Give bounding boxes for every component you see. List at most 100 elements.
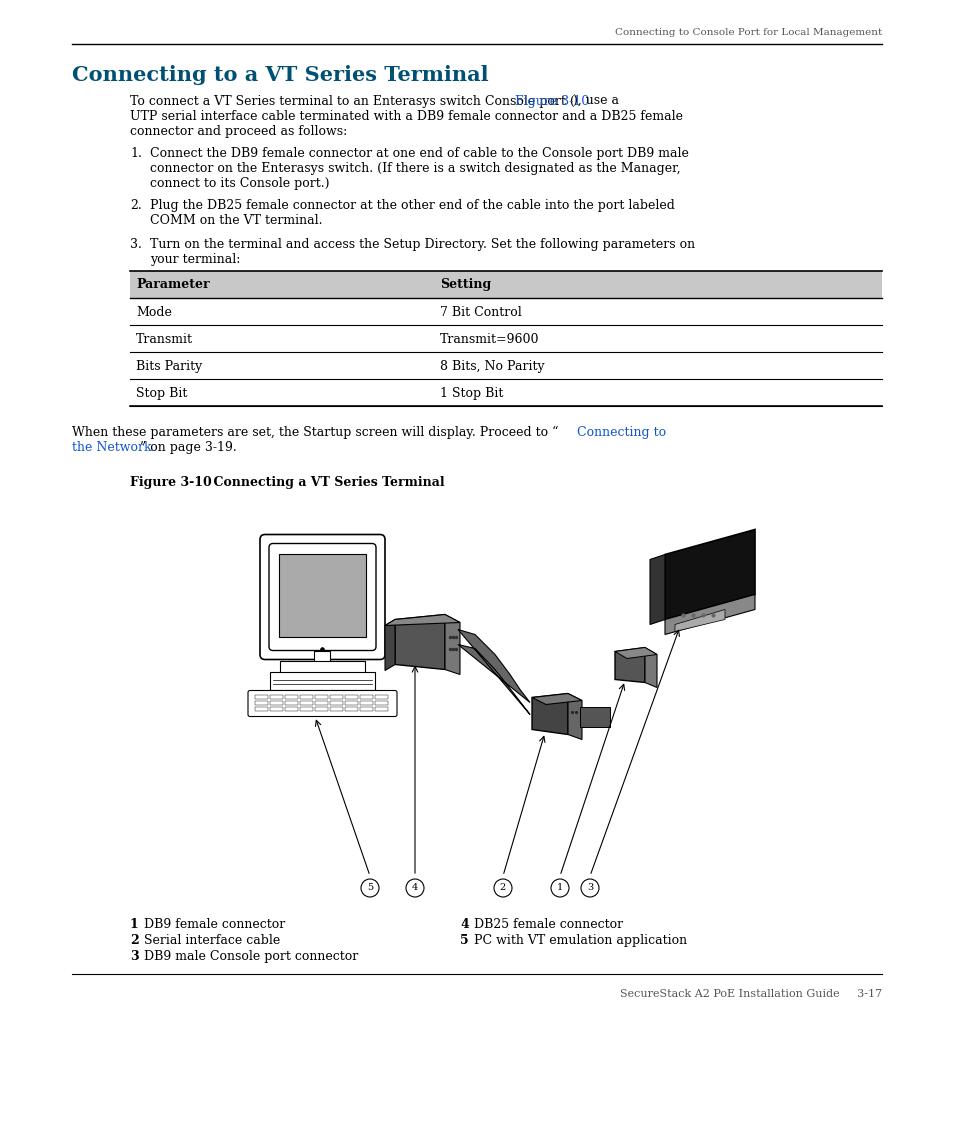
- Bar: [359, 694, 373, 699]
- Text: ), use a: ), use a: [573, 95, 618, 108]
- Text: To connect a VT Series terminal to an Enterasys switch Console port (: To connect a VT Series terminal to an En…: [130, 95, 575, 108]
- Text: the Network: the Network: [71, 441, 152, 454]
- Text: Transmit: Transmit: [136, 334, 193, 346]
- Polygon shape: [532, 694, 567, 734]
- Bar: [314, 701, 328, 704]
- Circle shape: [580, 879, 598, 897]
- Text: When these parameters are set, the Startup screen will display. Proceed to “: When these parameters are set, the Start…: [71, 426, 558, 439]
- Text: DB9 female connector: DB9 female connector: [144, 917, 285, 931]
- Text: 2: 2: [130, 934, 138, 947]
- Text: 5: 5: [367, 884, 373, 893]
- Text: Transmit=9600: Transmit=9600: [439, 334, 539, 346]
- Text: Figure 3-10: Figure 3-10: [130, 476, 212, 489]
- Polygon shape: [567, 694, 581, 740]
- Text: DB25 female connector: DB25 female connector: [474, 917, 622, 931]
- Text: Stop Bit: Stop Bit: [136, 387, 187, 400]
- Text: 8 Bits, No Parity: 8 Bits, No Parity: [439, 360, 544, 373]
- Circle shape: [551, 879, 568, 897]
- Bar: [130, 271, 882, 298]
- Text: 7 Bit Control: 7 Bit Control: [439, 305, 521, 319]
- Text: connect to its Console port.): connect to its Console port.): [150, 177, 329, 190]
- Bar: [270, 701, 283, 704]
- Polygon shape: [444, 614, 459, 675]
- Text: ” on page 3-19.: ” on page 3-19.: [140, 441, 236, 454]
- Text: Connecting a VT Series Terminal: Connecting a VT Series Terminal: [195, 476, 444, 489]
- Circle shape: [494, 879, 512, 897]
- Bar: [330, 694, 343, 699]
- Bar: [299, 701, 313, 704]
- Bar: [375, 694, 388, 699]
- Bar: [270, 694, 283, 699]
- Text: 2.: 2.: [130, 199, 142, 212]
- Bar: [330, 701, 343, 704]
- Text: Serial interface cable: Serial interface cable: [144, 934, 280, 947]
- Text: Turn on the terminal and access the Setup Directory. Set the following parameter: Turn on the terminal and access the Setu…: [150, 238, 695, 252]
- Bar: [254, 706, 268, 711]
- Text: 1 Stop Bit: 1 Stop Bit: [439, 387, 503, 400]
- Text: COMM on the VT terminal.: COMM on the VT terminal.: [150, 214, 322, 227]
- Text: Figure 3-10: Figure 3-10: [515, 95, 589, 108]
- Text: Bits Parity: Bits Parity: [136, 360, 202, 373]
- Text: Setting: Setting: [439, 279, 491, 291]
- Text: UTP serial interface cable terminated with a DB9 female connector and a DB25 fem: UTP serial interface cable terminated wi…: [130, 110, 682, 124]
- Bar: [280, 660, 365, 673]
- Text: 4: 4: [459, 917, 468, 931]
- Polygon shape: [664, 594, 754, 634]
- Text: Plug the DB25 female connector at the other end of the cable into the port label: Plug the DB25 female connector at the ot…: [150, 199, 674, 212]
- Text: Connect the DB9 female connector at one end of cable to the Console port DB9 mal: Connect the DB9 female connector at one …: [150, 147, 688, 159]
- Bar: [254, 694, 268, 699]
- Bar: [345, 694, 357, 699]
- Text: Connecting to: Connecting to: [577, 426, 665, 439]
- Bar: [285, 701, 297, 704]
- FancyBboxPatch shape: [260, 535, 385, 659]
- Polygon shape: [649, 555, 664, 624]
- Bar: [314, 650, 330, 663]
- Bar: [254, 701, 268, 704]
- Text: Connecting to a VT Series Terminal: Connecting to a VT Series Terminal: [71, 65, 488, 85]
- Bar: [314, 706, 328, 711]
- Polygon shape: [644, 648, 657, 687]
- Text: your terminal:: your terminal:: [150, 253, 240, 266]
- Bar: [270, 706, 283, 711]
- Text: 3: 3: [586, 884, 593, 893]
- Text: Mode: Mode: [136, 305, 172, 319]
- Text: 1: 1: [130, 917, 138, 931]
- Bar: [330, 706, 343, 711]
- Polygon shape: [532, 694, 581, 704]
- Text: SecureStack A2 PoE Installation Guide     3-17: SecureStack A2 PoE Installation Guide 3-…: [619, 989, 882, 999]
- Bar: [345, 706, 357, 711]
- Bar: [579, 706, 609, 727]
- Polygon shape: [385, 614, 459, 626]
- Text: Connecting to Console Port for Local Management: Connecting to Console Port for Local Man…: [614, 28, 882, 37]
- Circle shape: [360, 879, 378, 897]
- Bar: [270, 672, 375, 690]
- Bar: [285, 694, 297, 699]
- Bar: [278, 554, 366, 637]
- Polygon shape: [675, 610, 724, 631]
- FancyBboxPatch shape: [248, 691, 396, 716]
- Text: 2: 2: [499, 884, 506, 893]
- Text: 5: 5: [459, 934, 468, 947]
- Text: PC with VT emulation application: PC with VT emulation application: [474, 934, 686, 947]
- Bar: [285, 706, 297, 711]
- Text: 1: 1: [557, 884, 562, 893]
- Polygon shape: [664, 530, 754, 620]
- FancyBboxPatch shape: [269, 544, 375, 650]
- Polygon shape: [385, 620, 395, 670]
- Bar: [359, 706, 373, 711]
- Polygon shape: [615, 648, 644, 683]
- Text: 4: 4: [412, 884, 417, 893]
- Text: 3.: 3.: [130, 238, 142, 252]
- Text: connector on the Enterasys switch. (If there is a switch designated as the Manag: connector on the Enterasys switch. (If t…: [150, 162, 679, 175]
- Bar: [375, 701, 388, 704]
- Polygon shape: [615, 648, 657, 658]
- Text: 3: 3: [130, 950, 138, 964]
- Bar: [345, 701, 357, 704]
- Bar: [359, 701, 373, 704]
- Text: 1.: 1.: [130, 147, 142, 159]
- Polygon shape: [395, 614, 444, 669]
- Text: connector and proceed as follows:: connector and proceed as follows:: [130, 125, 347, 138]
- Text: DB9 male Console port connector: DB9 male Console port connector: [144, 950, 358, 964]
- Circle shape: [406, 879, 423, 897]
- Bar: [299, 694, 313, 699]
